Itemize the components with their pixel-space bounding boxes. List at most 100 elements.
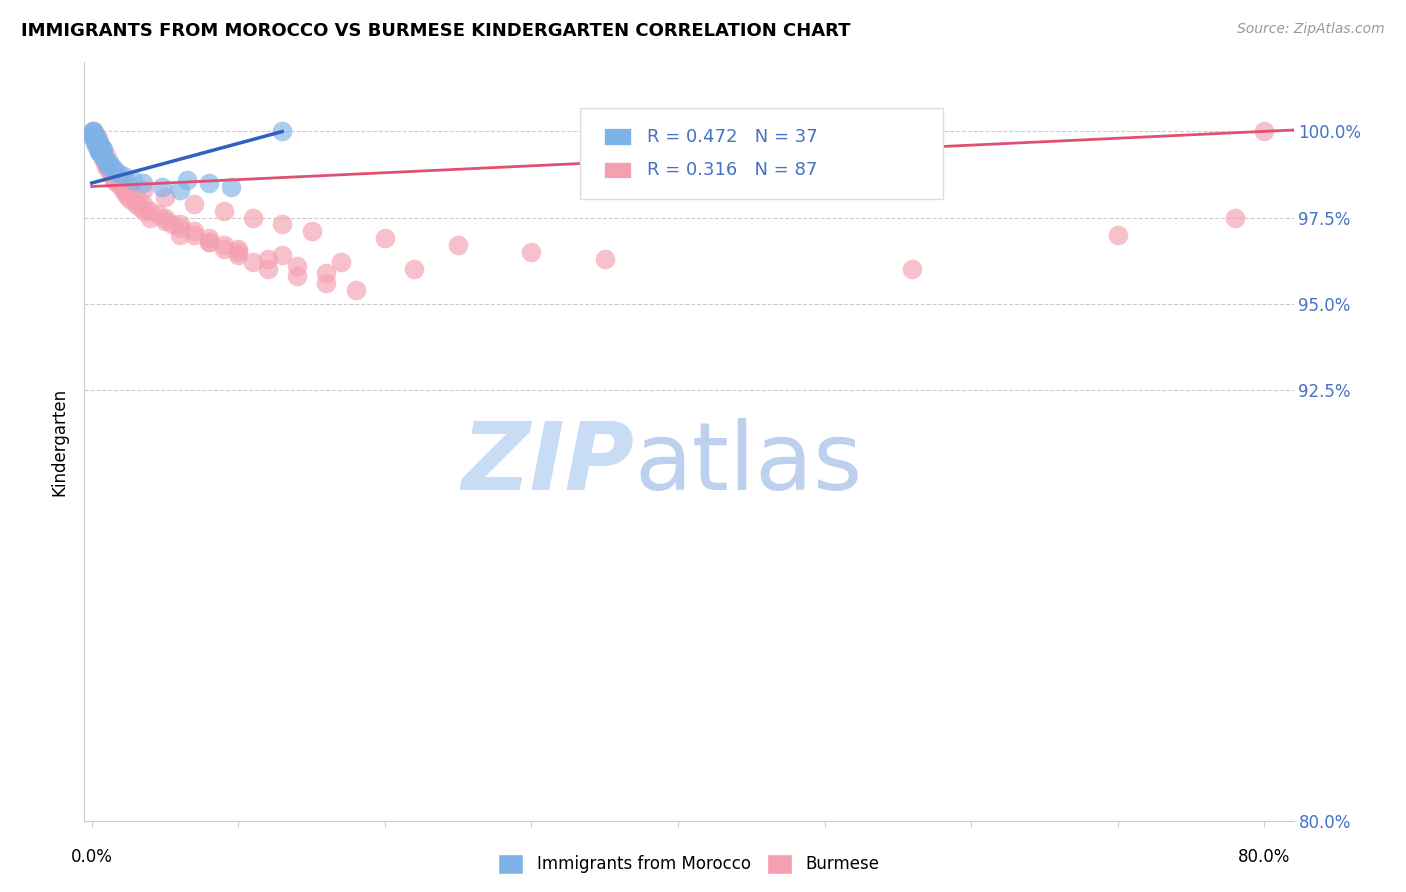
Point — [107, 166, 129, 180]
Point — [101, 169, 124, 183]
Point — [104, 166, 127, 180]
Point — [256, 252, 278, 266]
Point — [120, 194, 142, 208]
Point — [212, 203, 235, 218]
Point — [82, 124, 104, 138]
Point — [447, 238, 470, 252]
Text: IMMIGRANTS FROM MOROCCO VS BURMESE KINDERGARTEN CORRELATION CHART: IMMIGRANTS FROM MOROCCO VS BURMESE KINDE… — [21, 22, 851, 40]
Point — [114, 186, 136, 201]
Text: atlas: atlas — [634, 418, 863, 510]
Point — [83, 128, 105, 142]
Point — [98, 155, 121, 169]
Point — [91, 142, 114, 156]
Point — [132, 196, 155, 211]
Point — [83, 131, 105, 145]
Point — [374, 231, 396, 245]
Point — [82, 128, 104, 142]
Point — [91, 148, 114, 162]
Text: ZIP: ZIP — [461, 418, 634, 510]
Point — [82, 124, 104, 138]
Point — [83, 131, 105, 145]
Point — [212, 238, 235, 252]
Point — [87, 135, 110, 149]
Legend: Immigrants from Morocco, Burmese: Immigrants from Morocco, Burmese — [492, 847, 886, 880]
Point — [84, 131, 107, 145]
Point — [82, 128, 104, 142]
Point — [91, 142, 114, 156]
Point — [105, 176, 128, 190]
Point — [84, 128, 107, 142]
Point — [83, 135, 105, 149]
Point — [132, 183, 155, 197]
Point — [169, 183, 191, 197]
Point — [139, 203, 162, 218]
Bar — [605, 128, 631, 145]
Point — [150, 179, 173, 194]
Point — [256, 262, 278, 277]
Point — [94, 155, 117, 169]
Point — [285, 259, 308, 273]
Point — [226, 242, 249, 256]
Point — [139, 211, 162, 225]
Point — [89, 138, 111, 153]
Point — [84, 138, 107, 153]
Point — [315, 276, 337, 290]
Bar — [605, 161, 631, 178]
Point — [93, 145, 115, 159]
Point — [169, 227, 191, 242]
Point — [121, 172, 143, 186]
Text: R = 0.472   N = 37: R = 0.472 N = 37 — [647, 128, 817, 145]
Point — [97, 162, 120, 177]
Point — [344, 283, 367, 297]
Point — [169, 218, 191, 232]
Point — [91, 148, 114, 162]
Text: 80.0%: 80.0% — [1239, 848, 1291, 866]
Point — [146, 207, 169, 221]
Point — [271, 248, 294, 262]
Point — [301, 224, 323, 238]
Point — [107, 172, 129, 186]
Point — [176, 172, 198, 186]
Text: Source: ZipAtlas.com: Source: ZipAtlas.com — [1237, 22, 1385, 37]
Point — [183, 224, 205, 238]
Point — [110, 179, 132, 194]
Point — [86, 131, 108, 145]
Point — [132, 176, 155, 190]
Point — [162, 218, 184, 232]
Point — [82, 131, 104, 145]
Point — [271, 218, 294, 232]
Point — [117, 176, 139, 190]
Point — [86, 135, 108, 149]
Point — [226, 248, 249, 262]
Point — [97, 159, 120, 173]
Point — [103, 162, 125, 177]
Point — [87, 138, 110, 153]
Point — [98, 159, 121, 173]
Point — [593, 252, 616, 266]
Point — [1107, 227, 1129, 242]
Point — [198, 231, 221, 245]
Point — [329, 255, 352, 269]
Point — [110, 176, 132, 190]
Point — [520, 244, 543, 259]
Point — [285, 269, 308, 284]
Point — [153, 211, 176, 225]
Point — [96, 159, 118, 173]
Point — [103, 172, 125, 186]
Point — [87, 145, 110, 159]
Point — [94, 152, 117, 166]
Point — [198, 235, 221, 249]
Point — [117, 190, 139, 204]
Point — [100, 166, 122, 180]
Point — [242, 255, 264, 269]
Point — [103, 169, 125, 183]
Point — [198, 235, 221, 249]
Point — [183, 196, 205, 211]
Point — [87, 142, 110, 156]
Point — [226, 244, 249, 259]
Point — [169, 220, 191, 235]
Point — [96, 148, 118, 162]
Point — [93, 152, 115, 166]
Point — [84, 135, 107, 149]
Point — [93, 148, 115, 162]
